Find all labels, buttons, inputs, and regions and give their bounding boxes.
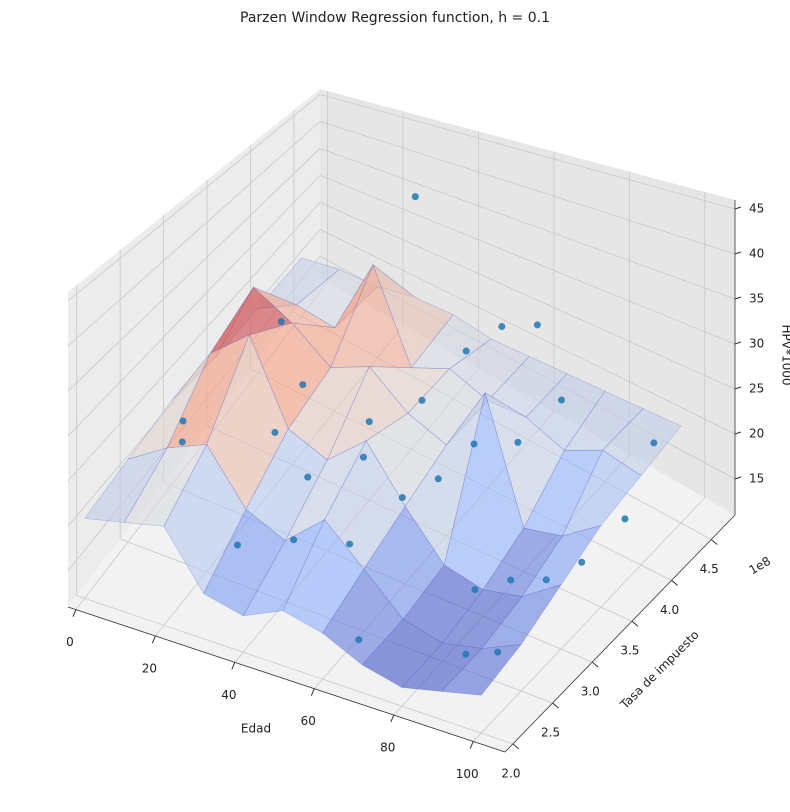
grid-line bbox=[319, 175, 736, 345]
x-tick-label: 0 bbox=[66, 635, 74, 649]
x-tick-label: 80 bbox=[380, 741, 395, 755]
y-tick bbox=[671, 579, 678, 586]
scatter-point bbox=[398, 493, 406, 501]
x-tick-label: 60 bbox=[301, 714, 316, 728]
scatter-point bbox=[411, 193, 419, 201]
y-tick-label: 4.0 bbox=[660, 603, 679, 617]
y-tick bbox=[710, 539, 718, 545]
x-tick bbox=[469, 741, 474, 749]
x-tick bbox=[390, 714, 395, 723]
y-tick bbox=[591, 661, 599, 668]
x-axis-label: Edad bbox=[241, 722, 271, 736]
z-tick bbox=[734, 206, 742, 210]
scatter-point bbox=[346, 540, 354, 548]
scatter-point bbox=[558, 396, 566, 404]
scatter-point bbox=[290, 536, 298, 544]
grid-line bbox=[319, 94, 736, 210]
z-tick bbox=[734, 386, 742, 390]
z-tick-label: 45 bbox=[749, 202, 764, 216]
scatter-point bbox=[507, 576, 515, 584]
scatter-point bbox=[271, 428, 279, 436]
scatter-point bbox=[178, 438, 186, 446]
scatter-point bbox=[462, 650, 470, 658]
z-tick-label: 20 bbox=[749, 427, 764, 441]
x-tick bbox=[231, 662, 236, 670]
scatter-point bbox=[277, 318, 285, 326]
y-tick-label: 3.5 bbox=[620, 644, 639, 658]
grid-line bbox=[319, 229, 736, 435]
scatter-point bbox=[498, 323, 506, 331]
axis-line bbox=[67, 606, 506, 753]
grid-line bbox=[472, 497, 706, 742]
scatter-point bbox=[418, 396, 426, 404]
scatter-point bbox=[650, 439, 658, 447]
grid-line bbox=[67, 148, 321, 392]
scatter-point bbox=[365, 418, 373, 426]
grid-line bbox=[67, 94, 321, 302]
grid-line bbox=[67, 121, 321, 347]
scatter-point bbox=[578, 558, 586, 566]
axis-line bbox=[504, 514, 736, 753]
surface-patch bbox=[602, 408, 682, 477]
grid-line bbox=[67, 175, 321, 437]
y-tick bbox=[512, 743, 520, 750]
x-tick-label: 40 bbox=[221, 688, 236, 702]
grid-line bbox=[319, 148, 736, 300]
z-tick bbox=[734, 341, 742, 345]
y-offset-label: 1e8 bbox=[746, 554, 773, 577]
x-tick-label: 100 bbox=[456, 767, 479, 781]
scatter-point bbox=[355, 636, 363, 644]
z-tick-label: 25 bbox=[749, 382, 764, 396]
z-tick-label: 35 bbox=[749, 292, 764, 306]
grid-line bbox=[67, 202, 321, 482]
z-axis-label: HPV*1000 bbox=[780, 324, 790, 385]
x-tick-label: 20 bbox=[142, 662, 157, 676]
surface-patch bbox=[440, 644, 522, 696]
chart-title: Parzen Window Regression function, h = 0… bbox=[240, 10, 550, 26]
scatter-point bbox=[533, 321, 541, 329]
scatter-point bbox=[434, 475, 442, 483]
y-tick bbox=[552, 702, 559, 709]
scatter-point bbox=[471, 586, 479, 594]
grid-line bbox=[76, 595, 514, 745]
z-tick bbox=[734, 296, 742, 300]
scatter-point bbox=[494, 648, 502, 656]
x-tick bbox=[310, 688, 315, 696]
scatter-point bbox=[299, 381, 307, 389]
scatter-point bbox=[621, 515, 629, 523]
scatter-point bbox=[462, 347, 470, 355]
scatter-point bbox=[233, 541, 241, 549]
grid-line bbox=[319, 121, 736, 255]
grid-line bbox=[319, 202, 736, 390]
y-tick-label: 3.0 bbox=[581, 685, 600, 699]
x-tick bbox=[151, 635, 156, 644]
y-axis-label: Tasa de impuesto bbox=[617, 628, 702, 713]
y-tick-label: 2.5 bbox=[541, 725, 560, 739]
scatter-point bbox=[304, 473, 312, 481]
z-tick-label: 40 bbox=[749, 247, 764, 261]
y-tick bbox=[631, 620, 639, 627]
scatter-point bbox=[542, 576, 550, 584]
z-tick bbox=[734, 431, 742, 435]
scatter-point bbox=[470, 440, 478, 448]
y-tick-label: 4.5 bbox=[700, 562, 719, 576]
z-tick bbox=[734, 251, 742, 255]
scatter-point bbox=[359, 453, 367, 461]
scatter-point bbox=[179, 417, 187, 425]
x-tick bbox=[72, 609, 77, 617]
z-tick bbox=[734, 476, 742, 480]
y-tick-label: 2.0 bbox=[501, 766, 520, 780]
z-tick-label: 30 bbox=[749, 337, 764, 351]
z-tick-label: 15 bbox=[749, 472, 764, 486]
scatter-point bbox=[514, 438, 522, 446]
surface-patch bbox=[561, 449, 642, 537]
